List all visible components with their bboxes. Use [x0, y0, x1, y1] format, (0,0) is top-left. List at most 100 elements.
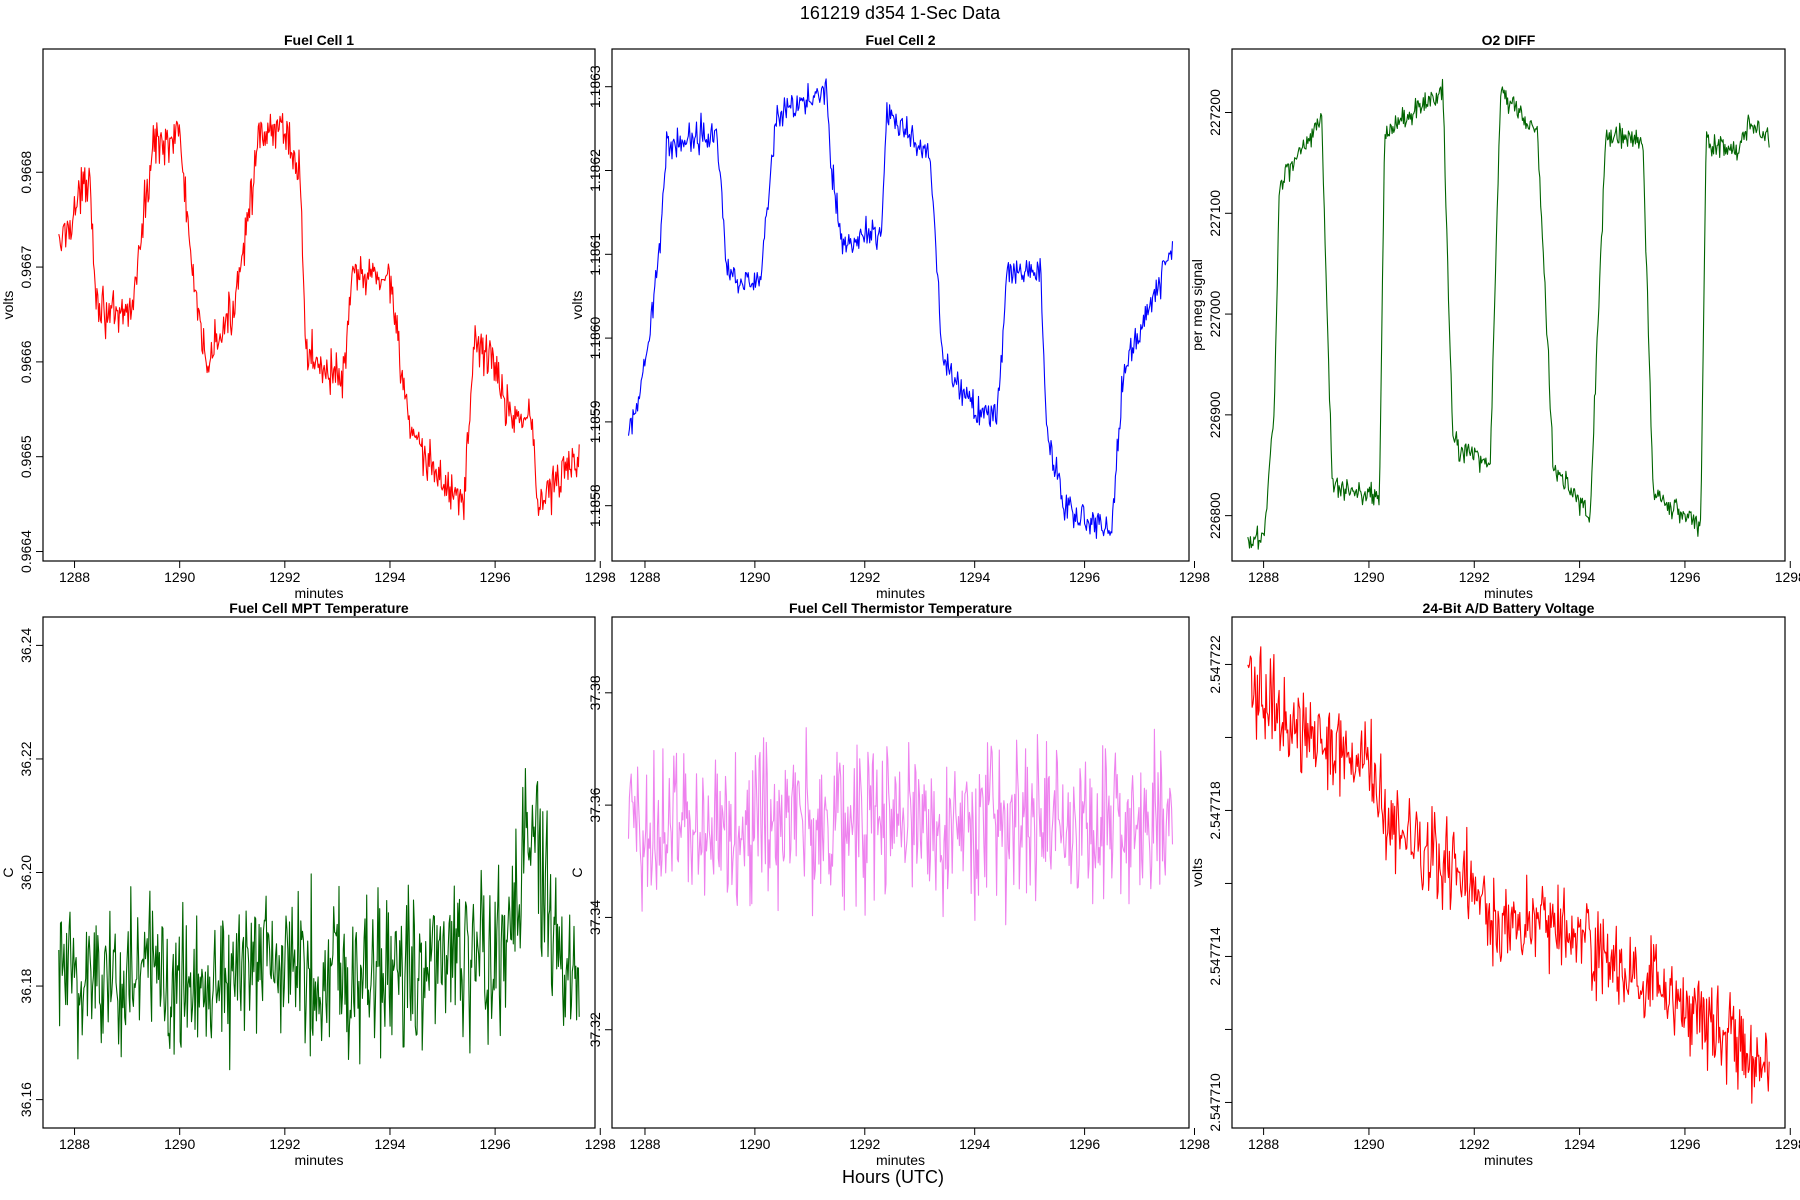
y-tick-label: 0.9667	[18, 245, 34, 288]
x-tick-label: 1296	[1069, 1136, 1100, 1152]
y-axis-label: per meg signal	[1189, 259, 1205, 351]
y-tick-label: 226800	[1207, 492, 1223, 539]
y-tick-label: 36.16	[18, 1082, 34, 1117]
y-tick-label: 0.9668	[18, 151, 34, 194]
x-tick-label: 1296	[480, 569, 511, 585]
panel-6: 24-Bit A/D Battery Voltage 1288 1290 1292 12…	[1189, 600, 1800, 1168]
x-tick-label: 1298	[1775, 569, 1800, 585]
plot-frame	[42, 48, 596, 562]
x-tick-label: 1290	[164, 569, 195, 585]
x-tick-label: 1292	[1459, 569, 1490, 585]
y-tick-label: 227000	[1207, 290, 1223, 337]
x-tick-label: 1296	[1669, 569, 1700, 585]
y-axis-label: volts	[1189, 858, 1205, 887]
panel-3: O2 DIFF 1288 1290 1292 1294 1296 1298 minutes 22…	[1189, 32, 1800, 601]
series-line	[1247, 78, 1770, 550]
y-tick-label: 2.547718	[1207, 781, 1223, 840]
y-tick-label: 2.547722	[1207, 635, 1223, 694]
x-tick-label: 1290	[739, 1136, 770, 1152]
figure-title: 161219 d354 1-Sec Data	[800, 3, 1001, 23]
figure-xlabel: Hours (UTC)	[842, 1167, 944, 1187]
panel-title: Fuel Cell Thermistor Temperature	[789, 600, 1012, 616]
x-tick-label: 1298	[1775, 1136, 1800, 1152]
y-tick-label: 37.38	[587, 675, 603, 710]
x-tick-label: 1298	[585, 569, 616, 585]
x-axis-label: minutes	[1484, 585, 1533, 601]
x-tick-label: 1292	[269, 1136, 300, 1152]
plot-frame	[1231, 48, 1786, 562]
panel-title: 24-Bit A/D Battery Voltage	[1423, 600, 1595, 616]
x-axis-label: minutes	[876, 585, 925, 601]
series-line	[58, 112, 580, 521]
x-tick-label: 1298	[1179, 1136, 1210, 1152]
y-axis-label: volts	[569, 291, 585, 320]
panel-title: O2 DIFF	[1482, 32, 1536, 48]
y-tick-label: 227200	[1207, 89, 1223, 136]
x-tick-label: 1294	[1564, 569, 1595, 585]
x-tick-label: 1292	[849, 1136, 880, 1152]
y-axis-label: volts	[0, 291, 16, 320]
x-tick-label: 1288	[629, 569, 660, 585]
x-tick-label: 1288	[59, 1136, 90, 1152]
x-tick-label: 1292	[849, 569, 880, 585]
x-tick-label: 1290	[164, 1136, 195, 1152]
x-tick-label: 1292	[1459, 1136, 1490, 1152]
y-tick-label: 1.1862	[587, 149, 603, 192]
y-tick-label: 36.24	[18, 628, 34, 663]
y-tick-label: 2.547714	[1207, 927, 1223, 986]
x-axis-label: minutes	[294, 1152, 343, 1168]
y-tick-label: 37.36	[587, 787, 603, 822]
series-line	[1247, 646, 1770, 1104]
y-tick-label: 36.18	[18, 968, 34, 1003]
x-tick-label: 1288	[59, 569, 90, 585]
plot-frame	[611, 48, 1190, 562]
y-tick-label: 37.34	[587, 900, 603, 935]
x-tick-label: 1294	[374, 569, 405, 585]
x-axis-label: minutes	[876, 1152, 925, 1168]
y-tick-label: 1.1860	[587, 316, 603, 359]
x-axis-label: minutes	[1484, 1152, 1533, 1168]
panel-title: Fuel Cell 2	[865, 32, 935, 48]
x-tick-label: 1294	[374, 1136, 405, 1152]
y-tick-label: 226900	[1207, 391, 1223, 438]
x-tick-label: 1294	[1564, 1136, 1595, 1152]
panel-2: Fuel Cell 2 1288 1290 1292 1294 1296 1298 minut…	[569, 32, 1210, 601]
panel-title: Fuel Cell MPT Temperature	[229, 600, 409, 616]
panel-1: Fuel Cell 1 1288 1290 1292 1294 1296 1298 minut…	[0, 32, 616, 601]
y-tick-label: 36.22	[18, 741, 34, 776]
y-tick-label: 0.9666	[18, 340, 34, 383]
panel-4: Fuel Cell MPT Temperature 1288 1290 1292 129…	[0, 600, 616, 1168]
y-tick-label: 1.1858	[587, 484, 603, 527]
y-tick-label: 1.1863	[587, 65, 603, 108]
x-tick-label: 1290	[1353, 1136, 1384, 1152]
panel-title: Fuel Cell 1	[284, 32, 354, 48]
x-tick-label: 1292	[269, 569, 300, 585]
x-axis-label: minutes	[294, 585, 343, 601]
x-tick-label: 1294	[959, 569, 990, 585]
x-tick-label: 1294	[959, 1136, 990, 1152]
series-line	[627, 78, 1174, 539]
x-tick-label: 1288	[1248, 1136, 1279, 1152]
y-axis-label: C	[0, 867, 16, 877]
x-tick-label: 1290	[739, 569, 770, 585]
plot-frame	[611, 616, 1190, 1129]
x-tick-label: 1298	[1179, 569, 1210, 585]
y-tick-label: 1.1861	[587, 233, 603, 276]
y-tick-label: 1.1859	[587, 400, 603, 443]
series-line	[58, 768, 580, 1071]
x-tick-label: 1288	[629, 1136, 660, 1152]
x-tick-label: 1290	[1353, 569, 1384, 585]
y-axis-label: C	[569, 867, 585, 877]
plot-frame	[1231, 616, 1786, 1129]
series-line	[627, 727, 1174, 926]
y-tick-label: 227100	[1207, 190, 1223, 237]
y-tick-label: 0.9664	[18, 530, 34, 573]
y-tick-label: 37.32	[587, 1012, 603, 1047]
x-tick-label: 1298	[585, 1136, 616, 1152]
y-tick-label: 2.547710	[1207, 1073, 1223, 1132]
panels: Fuel Cell 1 1288 1290 1292 1294 1296 1298 minut…	[0, 32, 1800, 1168]
x-tick-label: 1296	[1669, 1136, 1700, 1152]
y-tick-label: 0.9665	[18, 435, 34, 478]
y-tick-label: 36.20	[18, 855, 34, 890]
